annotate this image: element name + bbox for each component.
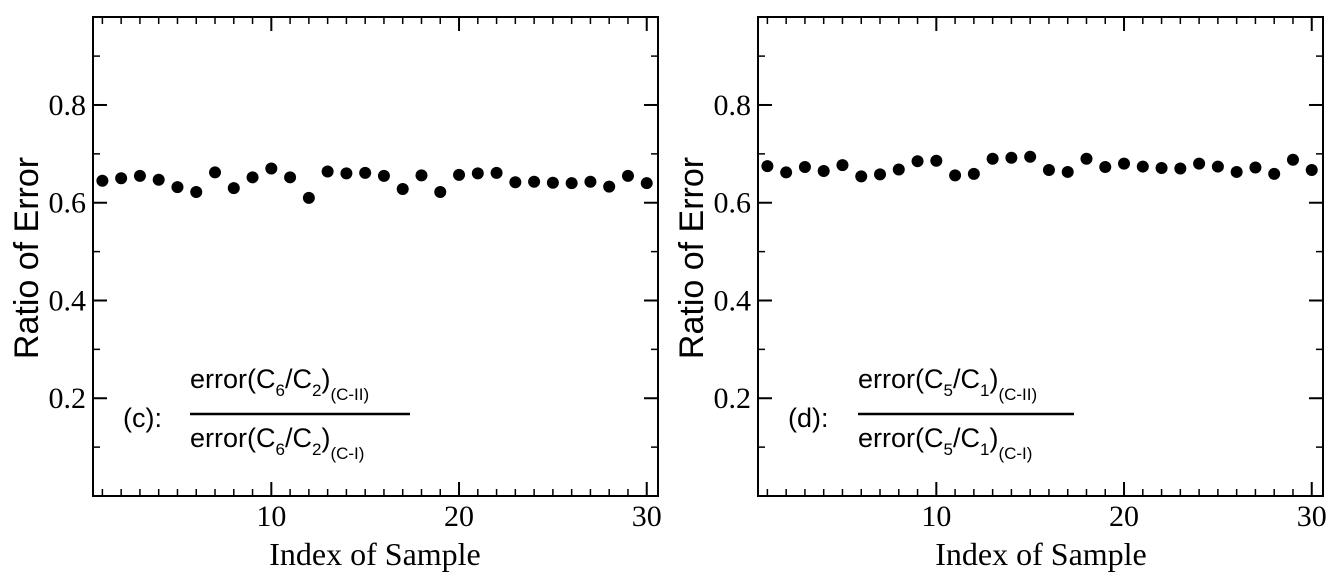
data-point — [930, 154, 943, 167]
data-point — [340, 167, 353, 180]
data-point — [892, 163, 905, 176]
data-point — [1268, 167, 1281, 180]
data-point — [171, 181, 184, 194]
data-point — [209, 166, 222, 179]
data-point — [1305, 163, 1318, 176]
x-tick-label: 20 — [1109, 500, 1139, 533]
panel-d: Index of Sample Ratio of Error (d): erro… — [673, 16, 1327, 572]
data-point — [761, 160, 774, 173]
data-point — [490, 166, 503, 179]
data-point — [96, 174, 109, 187]
y-axis-title: Ratio of Error — [673, 157, 711, 359]
data-point — [855, 170, 868, 183]
x-tick-label: 30 — [632, 500, 662, 533]
data-point — [1230, 165, 1243, 178]
y-tick-label: 0.6 — [714, 187, 752, 220]
data-point — [640, 177, 653, 190]
data-point — [227, 182, 240, 195]
data-point — [1080, 152, 1093, 165]
data-point — [986, 152, 999, 165]
y-tick-label: 0.2 — [714, 382, 752, 415]
data-point — [528, 175, 541, 188]
fraction-annotation: (d): error(C5/C1)(C-II) error(C5/C1)(C-I… — [788, 364, 1074, 463]
data-point — [377, 169, 390, 182]
data-point — [1286, 153, 1299, 166]
data-point — [1042, 163, 1055, 176]
data-point — [396, 183, 409, 196]
x-tick-label: 30 — [1297, 500, 1327, 533]
panel-label: (c): — [123, 403, 162, 433]
x-tick-label: 20 — [444, 500, 474, 533]
y-tick-label: 0.4 — [49, 284, 87, 317]
x-axis-title: Index of Sample — [935, 536, 1147, 572]
data-point — [190, 185, 203, 198]
data-point — [284, 171, 297, 184]
y-tick-label: 0.4 — [714, 284, 752, 317]
data-point — [471, 167, 484, 180]
x-tick-label: 10 — [921, 500, 951, 533]
plot-frame — [757, 16, 1324, 497]
data-point — [1024, 150, 1037, 163]
data-point — [584, 175, 597, 188]
data-point — [152, 173, 165, 186]
fraction-numerator: error(C5/C1)(C-II) — [858, 364, 1037, 404]
data-point — [115, 172, 128, 185]
data-point — [546, 176, 559, 189]
x-axis-title: Index of Sample — [269, 536, 481, 572]
data-point — [246, 171, 259, 184]
data-point — [1249, 161, 1262, 174]
data-point — [1211, 160, 1224, 173]
data-point — [321, 165, 334, 178]
data-point — [453, 168, 466, 181]
y-tick-label: 0.6 — [49, 187, 87, 220]
panel-label: (d): — [788, 403, 829, 433]
x-tick-label: 10 — [256, 500, 286, 533]
data-point — [967, 167, 980, 180]
data-point — [565, 177, 578, 190]
data-point — [1155, 162, 1168, 175]
data-point — [1005, 151, 1018, 164]
fraction-numerator: error(C6/C2)(C-II) — [190, 364, 369, 404]
y-tick-label: 0.8 — [49, 89, 87, 122]
data-point — [874, 168, 887, 181]
y-tick-label: 0.2 — [49, 382, 87, 415]
panel-c: Index of Sample Ratio of Error (c): erro… — [8, 16, 662, 572]
data-point — [780, 166, 793, 179]
y-axis-title: Ratio of Error — [8, 157, 46, 359]
data-point — [798, 161, 811, 174]
plot-frame — [92, 16, 659, 497]
data-point — [949, 169, 962, 182]
data-point — [434, 185, 447, 198]
data-point — [1193, 157, 1206, 170]
data-point — [911, 155, 924, 168]
data-point — [509, 176, 522, 189]
data-point — [836, 159, 849, 172]
data-point — [133, 169, 146, 182]
data-point — [1174, 162, 1187, 175]
fraction-denominator: error(C6/C2)(C-I) — [190, 423, 364, 463]
data-point — [302, 191, 315, 204]
data-point — [359, 166, 372, 179]
data-point — [415, 169, 428, 182]
data-point — [1099, 161, 1112, 174]
data-point — [265, 162, 278, 175]
data-point — [621, 169, 634, 182]
data-point — [1118, 157, 1131, 170]
data-point — [1136, 160, 1149, 173]
fraction-annotation: (c): error(C6/C2)(C-II) error(C6/C2)(C-I… — [123, 364, 410, 463]
data-point — [1061, 165, 1074, 178]
fraction-denominator: error(C5/C1)(C-I) — [858, 423, 1032, 463]
data-point — [817, 164, 830, 177]
data-point — [603, 180, 616, 193]
y-tick-label: 0.8 — [714, 89, 752, 122]
